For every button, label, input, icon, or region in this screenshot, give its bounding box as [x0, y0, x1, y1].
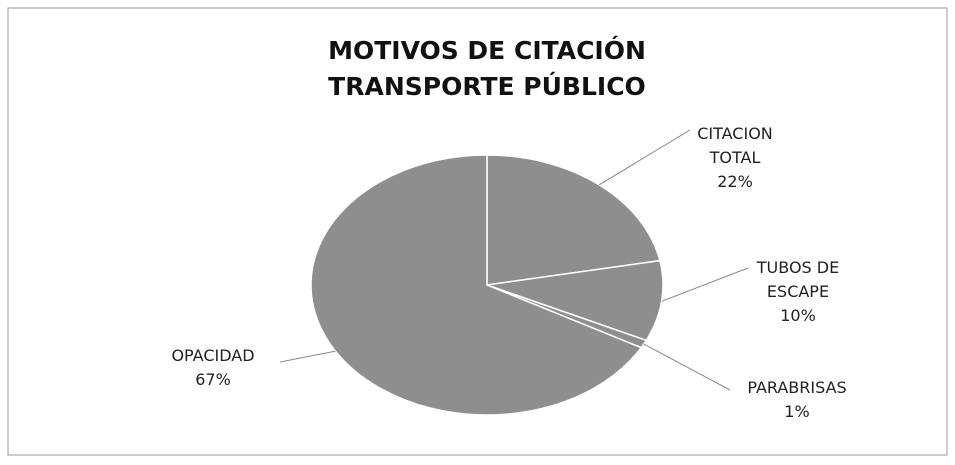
slice-value-label: 1% [784, 402, 810, 421]
slice-value-label: 22% [717, 172, 753, 191]
slice-value-label: 67% [195, 370, 231, 389]
slice-label: PARABRISAS [747, 378, 847, 397]
pie-slice [486, 259, 664, 342]
slice-label: CITACION TOTAL [697, 124, 773, 167]
leader-line [661, 267, 749, 302]
leader-line [279, 350, 336, 363]
chart-title: MOTIVOS DE CITACIÓN [328, 35, 646, 65]
leader-line [598, 129, 691, 186]
chart-subtitle: TRANSPORTE PÚBLICO [328, 71, 646, 101]
slice-label: TUBOS DE ESCAPE [756, 258, 840, 301]
pie-slice [486, 154, 661, 286]
pie-slice [310, 154, 643, 416]
slice-label: OPACIDAD [171, 346, 255, 365]
slice-value-label: 10% [780, 306, 816, 325]
leader-line [643, 343, 731, 391]
